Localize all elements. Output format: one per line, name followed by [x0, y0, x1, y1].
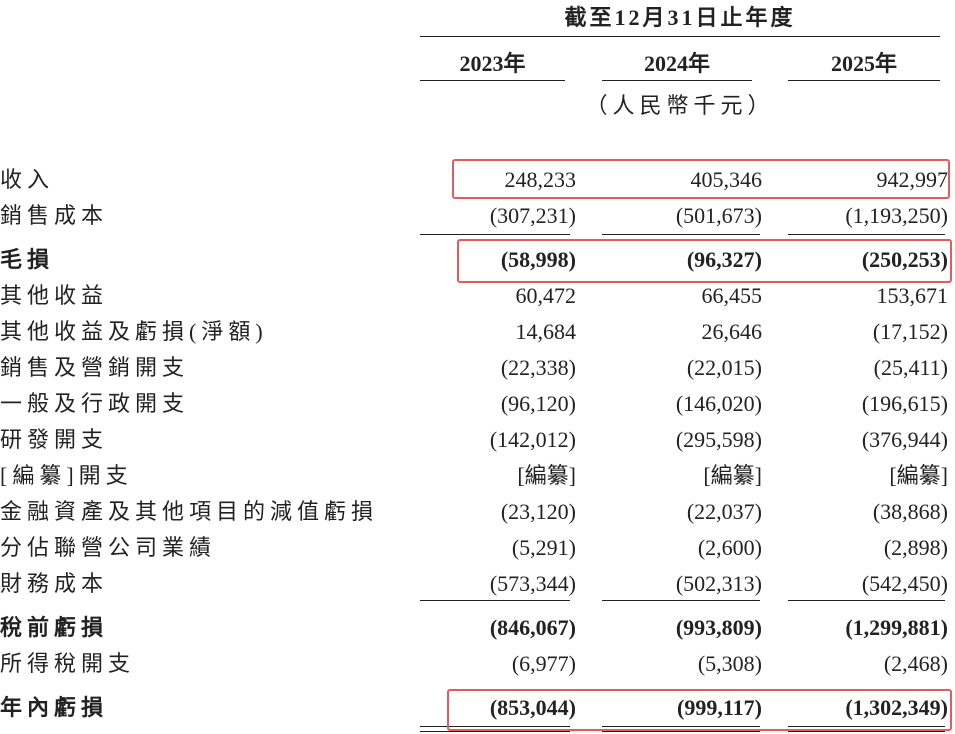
- row-label: 稅前虧損: [0, 615, 109, 640]
- cell-value: (96,120): [500, 391, 576, 416]
- rule: [788, 234, 945, 235]
- cell-value: (295,598): [675, 427, 762, 452]
- cell-value: (846,067): [489, 615, 576, 640]
- cell-value: 405,346: [690, 167, 763, 192]
- rule: [420, 234, 570, 235]
- cell-value: (25,411): [873, 355, 948, 380]
- row-label: 銷售及營銷開支: [0, 355, 190, 380]
- cell-value: 942,997: [876, 167, 949, 192]
- row-label: 所得稅開支: [0, 651, 136, 676]
- cell-value: (307,231): [489, 203, 576, 228]
- cell-value: (250,253): [861, 247, 948, 272]
- cell-value: (2,898): [883, 535, 948, 560]
- cell-value: (23,120): [500, 499, 576, 524]
- row-label: 其他收益及虧損(淨額): [0, 319, 268, 344]
- row-label: 銷售成本: [0, 203, 109, 228]
- cell-value: (5,291): [511, 535, 576, 560]
- row-label: 財務成本: [0, 571, 109, 596]
- cell-value: 26,646: [701, 319, 763, 344]
- row-label: 收入: [0, 167, 55, 192]
- cell-value: (196,615): [861, 391, 948, 416]
- cell-value: (2,600): [697, 535, 762, 560]
- rule: [602, 731, 760, 732]
- cell-value: [編纂]: [703, 463, 762, 488]
- rule: [602, 80, 752, 81]
- rule: [788, 726, 945, 727]
- row-label: 一般及行政開支: [0, 391, 190, 416]
- row-label: [編纂]開支: [0, 463, 133, 488]
- rule: [602, 600, 760, 601]
- cell-value: (853,044): [489, 695, 576, 720]
- cell-value: (376,944): [861, 427, 948, 452]
- cell-value: (22,338): [500, 355, 576, 380]
- unit: （人民幣千元）: [585, 93, 775, 118]
- cell-value: 153,671: [876, 283, 949, 308]
- cell-value: (1,302,349): [845, 695, 948, 720]
- cell-value: (573,344): [489, 571, 576, 596]
- cell-value: (6,977): [511, 651, 576, 676]
- cell-value: [編纂]: [889, 463, 948, 488]
- rule: [420, 726, 570, 727]
- cell-value: 248,233: [504, 167, 577, 192]
- cell-value: (22,037): [686, 499, 762, 524]
- rule: [602, 726, 760, 727]
- period-title: 截至12月31日止年度: [564, 5, 796, 30]
- highlight-box: [452, 159, 950, 199]
- rule: [420, 600, 570, 601]
- cell-value: [編纂]: [517, 463, 576, 488]
- cell-value: (1,193,250): [845, 203, 948, 228]
- year-header: 2023年: [459, 51, 526, 76]
- highlight-box: [447, 689, 952, 731]
- cell-value: 66,455: [701, 283, 763, 308]
- rule: [420, 731, 570, 732]
- cell-value: (999,117): [677, 695, 762, 720]
- row-label: 分佔聯營公司業績: [0, 535, 217, 560]
- year-header: 2024年: [643, 51, 710, 76]
- rule: [788, 80, 940, 81]
- rule: [602, 234, 760, 235]
- row-label: 年內虧損: [0, 695, 109, 720]
- rule: [788, 731, 945, 732]
- cell-value: (58,998): [500, 247, 576, 272]
- row-label: 研發開支: [0, 427, 109, 452]
- cell-value: 60,472: [515, 283, 577, 308]
- cell-value: (17,152): [872, 319, 948, 344]
- year-header: 2025年: [830, 51, 897, 76]
- cell-value: (542,450): [861, 571, 948, 596]
- highlight-box: [457, 239, 952, 283]
- row-label: 毛損: [0, 247, 55, 272]
- cell-value: (142,012): [489, 427, 576, 452]
- cell-value: 14,684: [515, 319, 577, 344]
- cell-value: (5,308): [697, 651, 762, 676]
- cell-value: (22,015): [686, 355, 762, 380]
- rule: [420, 36, 940, 37]
- rule: [788, 600, 945, 601]
- cell-value: (502,313): [675, 571, 762, 596]
- cell-value: (38,868): [872, 499, 948, 524]
- cell-value: (146,020): [675, 391, 762, 416]
- cell-value: (96,327): [686, 247, 762, 272]
- cell-value: (501,673): [675, 203, 762, 228]
- rule: [420, 80, 565, 81]
- cell-value: (2,468): [883, 651, 948, 676]
- row-label: 其他收益: [0, 283, 109, 308]
- cell-value: (1,299,881): [845, 615, 948, 640]
- row-label: 金融資產及其他項目的減值虧損: [0, 499, 379, 524]
- cell-value: (993,809): [675, 615, 762, 640]
